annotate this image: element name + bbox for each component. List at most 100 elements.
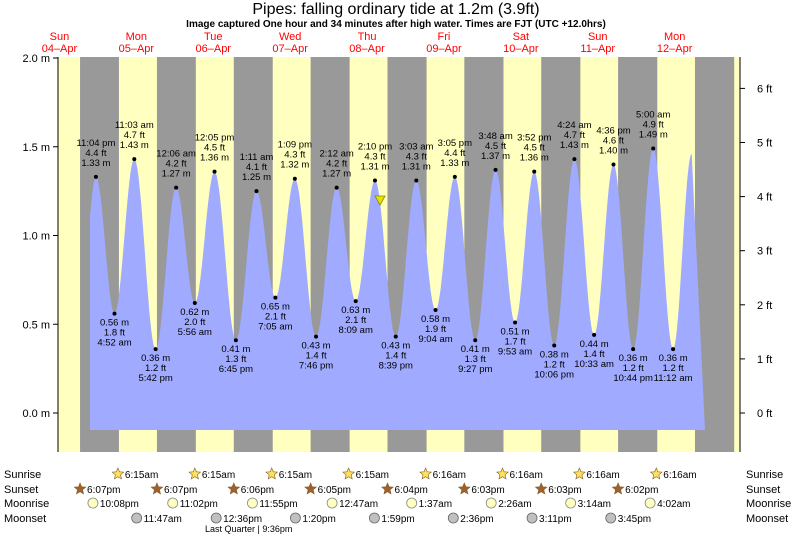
low-tide-point: [273, 295, 278, 300]
sunset-icon: [611, 482, 625, 495]
sunrise-time: 6:16am: [433, 470, 466, 481]
moonrise-time: 3:14am: [578, 499, 611, 510]
high-tide-point: [532, 169, 537, 174]
tide-label: 7:05 am: [258, 322, 292, 333]
tide-label: 0.36 m: [619, 353, 648, 364]
tide-label: 0.56 m: [100, 318, 129, 329]
tide-label: 1.40 m: [599, 146, 628, 157]
tide-label: 4.3 ft: [364, 151, 385, 162]
tide-label: 0.36 m: [659, 353, 688, 364]
tide-label: 1.49 m: [639, 130, 668, 141]
tide-label: 7:46 pm: [299, 361, 333, 372]
tide-label: 4.7 ft: [124, 130, 145, 141]
y-tick-label-right: 2 ft: [757, 300, 772, 312]
tide-label: 1.8 ft: [104, 328, 125, 339]
tide-label: 1.43 m: [120, 140, 149, 151]
low-tide-point: [631, 347, 636, 352]
moonset-time: 3:45pm: [618, 514, 651, 525]
day-header-date: 10–Apr: [503, 43, 539, 55]
tide-label: 12:06 am: [156, 149, 196, 160]
sunrise-time: 6:15am: [125, 470, 158, 481]
sunset-icon: [534, 482, 548, 495]
tide-label: 1.2 ft: [663, 363, 684, 374]
y-tick-label-left: 0.0 m: [22, 408, 50, 420]
sunset-icon: [457, 482, 471, 495]
sunset-row-label-left: Sunset: [4, 484, 38, 496]
y-tick-label-right: 1 ft: [757, 354, 772, 366]
moonset-icon: [526, 512, 538, 524]
moonrise-time: 11:55pm: [259, 499, 297, 510]
tide-label: 4:52 am: [97, 338, 131, 349]
low-tide-point: [393, 334, 398, 339]
moonrise-time: 10:08pm: [100, 499, 139, 510]
tide-label: 1.25 m: [242, 172, 271, 183]
sunrise-row-label-left: Sunrise: [4, 469, 41, 481]
tide-label: 9:27 pm: [458, 364, 492, 375]
y-tick-label-left: 0.5 m: [22, 319, 50, 331]
sunrise-icon: [188, 467, 202, 480]
tide-label: 1.3 ft: [225, 354, 246, 365]
moonrise-icon: [87, 497, 99, 509]
sunrise-icon: [649, 467, 663, 480]
sunrise-icon: [342, 467, 356, 480]
high-tide-point: [212, 169, 217, 174]
moonrise-icon: [644, 497, 656, 509]
sunset-icon: [73, 482, 87, 495]
low-tide-point: [473, 338, 478, 343]
moonset-icon: [210, 512, 222, 524]
sunset-icon: [227, 482, 241, 495]
sunrise-icon: [496, 467, 509, 480]
sunset-time: 6:07pm: [87, 485, 120, 496]
y-tick-label-right: 4 ft: [757, 192, 772, 204]
high-tide-point: [254, 189, 259, 194]
tide-label: 1.31 m: [402, 161, 431, 172]
day-header-date: 05–Apr: [119, 43, 155, 55]
tide-label: 4.4 ft: [444, 148, 465, 159]
y-tick-label-left: 1.5 m: [22, 142, 50, 154]
tide-label: 1.4 ft: [385, 351, 406, 362]
moonset-row-label-right: Moonset: [746, 513, 788, 525]
moon-phase-label: Last Quarter | 9:36pm: [205, 524, 292, 534]
day-header-date: 06–Apr: [196, 43, 232, 55]
tide-label: 1:11 am: [240, 152, 274, 163]
tide-label: 0.41 m: [461, 344, 490, 355]
current-tide-marker: [374, 195, 386, 206]
tide-label: 1.37 m: [481, 151, 510, 162]
tide-label: 10:33 am: [574, 359, 614, 370]
low-tide-point: [433, 308, 438, 313]
day-header-date: 11–Apr: [580, 43, 615, 55]
sunrise-time: 6:15am: [279, 470, 312, 481]
moonset-row-label-left: Moonset: [4, 513, 46, 525]
sunset-time: 6:03pm: [471, 485, 504, 496]
high-tide-point: [132, 157, 137, 162]
moonrise-time: 2:26am: [498, 499, 531, 510]
moonset-time: 3:11pm: [539, 514, 572, 525]
high-tide-point: [493, 167, 498, 172]
y-tick-label-right: 3 ft: [757, 246, 772, 258]
tide-label: 1.7 ft: [505, 336, 526, 347]
tide-label: 4.3 ft: [284, 150, 305, 161]
tide-label: 4.6 ft: [603, 136, 624, 147]
tide-label: 1.2 ft: [623, 363, 644, 374]
moonset-time: 1:20pm: [302, 514, 335, 525]
day-header-date: 08–Apr: [349, 43, 385, 55]
day-header-dow: Sun: [588, 31, 608, 43]
moonrise-icon: [247, 497, 258, 509]
moonrise-time: 11:02pm: [180, 499, 218, 510]
tide-label: 1:09 pm: [278, 140, 312, 151]
axes: 0.0 m 0.5 m 1.0 m 1.5 m 2.0 m 0 ft 1 ft 2 ft 3 f…: [22, 31, 772, 452]
day-header-dow: Mon: [126, 31, 147, 43]
sunrise-time: 6:15am: [356, 470, 389, 481]
sunset-row-label-right: Sunset: [746, 484, 780, 496]
tide-label: 9:53 am: [498, 346, 532, 357]
sunset-time: 6:02pm: [625, 485, 658, 496]
sunrise-icon: [265, 467, 279, 480]
day-header-date: 07–Apr: [272, 43, 308, 55]
moonrise-icon: [565, 497, 577, 509]
y-tick-label-right: 5 ft: [757, 138, 772, 150]
tide-label: 4.4 ft: [85, 148, 106, 159]
low-tide-point: [233, 338, 238, 343]
tide-label: 2:12 am: [319, 149, 353, 160]
sunset-time: 6:05pm: [318, 485, 351, 496]
day-header-dow: Wed: [279, 31, 301, 43]
